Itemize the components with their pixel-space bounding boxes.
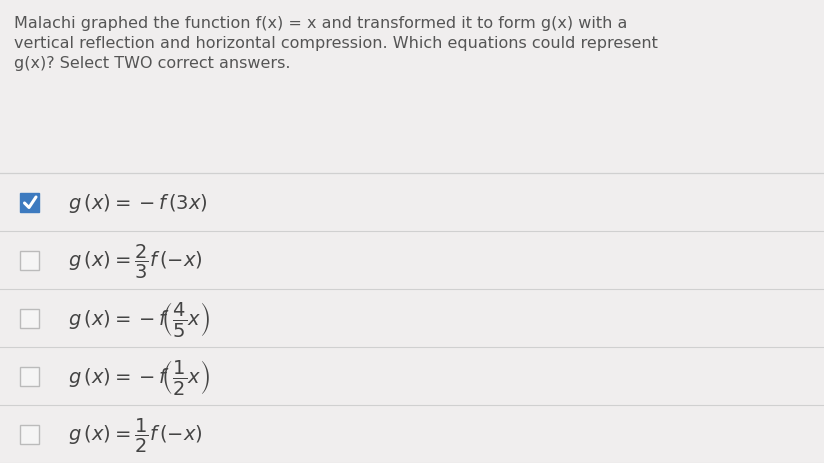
FancyBboxPatch shape [21, 367, 40, 386]
FancyBboxPatch shape [21, 193, 40, 212]
FancyBboxPatch shape [21, 309, 40, 328]
Text: $g\,(x) = -f\!\left(\dfrac{4}{5}x\right)$: $g\,(x) = -f\!\left(\dfrac{4}{5}x\right)… [68, 300, 210, 339]
Text: g(x)? Select TWO correct answers.: g(x)? Select TWO correct answers. [14, 56, 291, 71]
Text: Malachi graphed the function f(x) = x and transformed it to form g(x) with a: Malachi graphed the function f(x) = x an… [14, 16, 627, 31]
Text: $g\,(x) = \dfrac{2}{3}f\,(-x)$: $g\,(x) = \dfrac{2}{3}f\,(-x)$ [68, 243, 203, 281]
Text: $g\,(x) = -f\!\left(\dfrac{1}{2}x\right)$: $g\,(x) = -f\!\left(\dfrac{1}{2}x\right)… [68, 358, 210, 397]
Text: $g\,(x) = -f\,(3x)$: $g\,(x) = -f\,(3x)$ [68, 192, 208, 215]
FancyBboxPatch shape [21, 251, 40, 270]
FancyBboxPatch shape [21, 425, 40, 444]
Text: $g\,(x) = \dfrac{1}{2}f\,(-x)$: $g\,(x) = \dfrac{1}{2}f\,(-x)$ [68, 416, 203, 454]
Text: vertical reflection and horizontal compression. Which equations could represent: vertical reflection and horizontal compr… [14, 36, 658, 51]
